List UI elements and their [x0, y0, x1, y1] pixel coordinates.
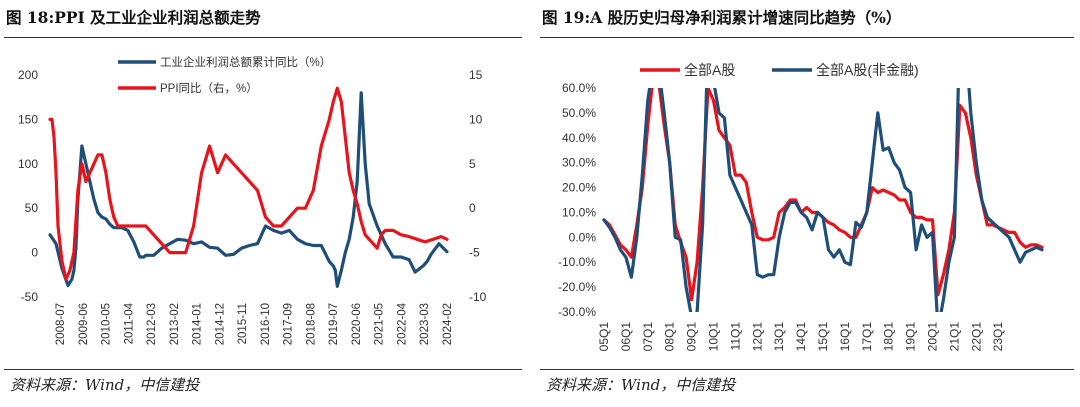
y-tick-label-left: 200 — [18, 68, 38, 82]
source-divider — [540, 369, 1074, 370]
chart-panel-ppi-profit: 图 18:PPI 及工业企业利润总额走势 -50 0 50 100 150 200 -10-… — [0, 0, 528, 407]
x-tick-label: 16Q1 — [838, 322, 852, 352]
a-share-profit-line-chart: -30.0% -20.0% -10.0% 0.0% 10.0% 20.0% 30.0% 40.… — [558, 62, 1044, 352]
y-tick-label-right: 0 — [469, 201, 476, 215]
y-tick-label-left: 150 — [18, 112, 38, 126]
x-tick-label: 15Q1 — [816, 322, 830, 352]
series-line-left — [48, 91, 449, 288]
legend-label: 工业企业利润总额累计同比（%） — [160, 55, 331, 69]
y-tick-label: -30.0% — [558, 305, 596, 319]
chart-title: 图 18:PPI 及工业企业利润总额走势 — [6, 8, 261, 27]
x-tick-label: 14Q1 — [794, 322, 808, 352]
x-tick-label: 06Q1 — [619, 322, 633, 352]
x-tick-label: 10Q1 — [707, 322, 721, 352]
x-tick-label: 2014-12 — [214, 303, 226, 345]
chart-title: 图 19:A 股历史归母净利润累计增速同比趋势（%） — [542, 8, 902, 27]
x-tick-label: 22Q1 — [969, 322, 983, 352]
x-tick-label: 23Q1 — [991, 322, 1005, 352]
title-divider — [4, 37, 522, 38]
x-tick-label: 2023-03 — [419, 303, 431, 345]
source-note: 资料来源：Wind，中信建投 — [10, 376, 200, 394]
chart-panel-a-share-profit: 图 19:A 股历史归母净利润累计增速同比趋势（%） -30.0% -20.0% -… — [536, 0, 1080, 407]
x-tick-label: 2015-11 — [237, 303, 249, 344]
x-tick-label: 2022-04 — [396, 302, 408, 345]
y-tick-label: 20.0% — [562, 181, 596, 195]
y-tick-label: -10.0% — [558, 255, 596, 269]
y-tick-label-left: 50 — [25, 201, 39, 215]
y-tick-label: 50.0% — [562, 106, 596, 120]
y-tick-label-left: 0 — [31, 246, 38, 260]
x-tick-label: 2020-06 — [351, 303, 363, 345]
plot-area — [603, 87, 1043, 313]
legend-label: PPI同比（右，%） — [160, 81, 258, 95]
y-tick-label-left: -50 — [21, 290, 39, 304]
source-note: 资料来源：Wind，中信建投 — [546, 376, 736, 394]
y-tick-label-left: 100 — [18, 157, 38, 171]
legend-label: 全部A股 — [684, 62, 735, 78]
y-tick-label-right: -10 — [469, 290, 487, 304]
y-tick-label: 60.0% — [562, 81, 596, 95]
x-tick-label: 2013-02 — [169, 303, 181, 345]
y-tick-label: 30.0% — [562, 156, 596, 170]
x-tick-label: 2024-02 — [442, 303, 454, 345]
x-tick-label: 18Q1 — [882, 322, 896, 352]
legend-label: 全部A股(非金融) — [816, 62, 919, 78]
x-tick-label: 2011-04 — [123, 302, 135, 344]
x-tick-label: 13Q1 — [772, 322, 786, 352]
x-tick-label: 09Q1 — [685, 322, 699, 352]
x-tick-label: 11Q1 — [728, 322, 742, 351]
y-tick-label: -20.0% — [558, 280, 596, 294]
y-tick-label: 10.0% — [562, 205, 596, 219]
x-tick-label: 08Q1 — [663, 322, 677, 352]
x-tick-label: 2010-05 — [101, 303, 113, 345]
x-tick-label: 2021-05 — [374, 303, 386, 345]
y-tick-label-right: 10 — [469, 112, 483, 126]
x-tick-label: 17Q1 — [860, 322, 874, 352]
series-line-all-a — [602, 88, 1044, 302]
x-tick-label: 2017-09 — [283, 303, 295, 345]
y-tick-label-right: -5 — [469, 246, 480, 260]
title-divider — [540, 37, 1074, 38]
y-tick-label: 40.0% — [562, 131, 596, 145]
x-tick-label: 2012-03 — [146, 303, 158, 345]
series-line-non-financial — [602, 88, 1044, 312]
x-tick-label: 2014-01 — [192, 303, 204, 345]
x-tick-label: 2018-08 — [305, 303, 317, 345]
x-tick-label: 20Q1 — [926, 322, 940, 352]
series-line-right — [48, 86, 449, 281]
x-tick-label: 21Q1 — [947, 322, 961, 352]
source-divider — [4, 369, 522, 370]
x-tick-label: 2019-07 — [328, 303, 340, 345]
y-tick-label: 0.0% — [569, 230, 597, 244]
y-tick-label-right: 5 — [469, 157, 476, 171]
x-tick-label: 2009-06 — [78, 303, 90, 345]
x-tick-label: 12Q1 — [750, 322, 764, 352]
x-tick-label: 05Q1 — [597, 322, 611, 352]
x-tick-label: 2016-10 — [260, 303, 272, 345]
x-tick-label: 19Q1 — [904, 322, 918, 352]
x-tick-label: 2008-07 — [55, 303, 67, 345]
x-tick-label: 07Q1 — [641, 322, 655, 352]
y-tick-label-right: 15 — [469, 68, 483, 82]
